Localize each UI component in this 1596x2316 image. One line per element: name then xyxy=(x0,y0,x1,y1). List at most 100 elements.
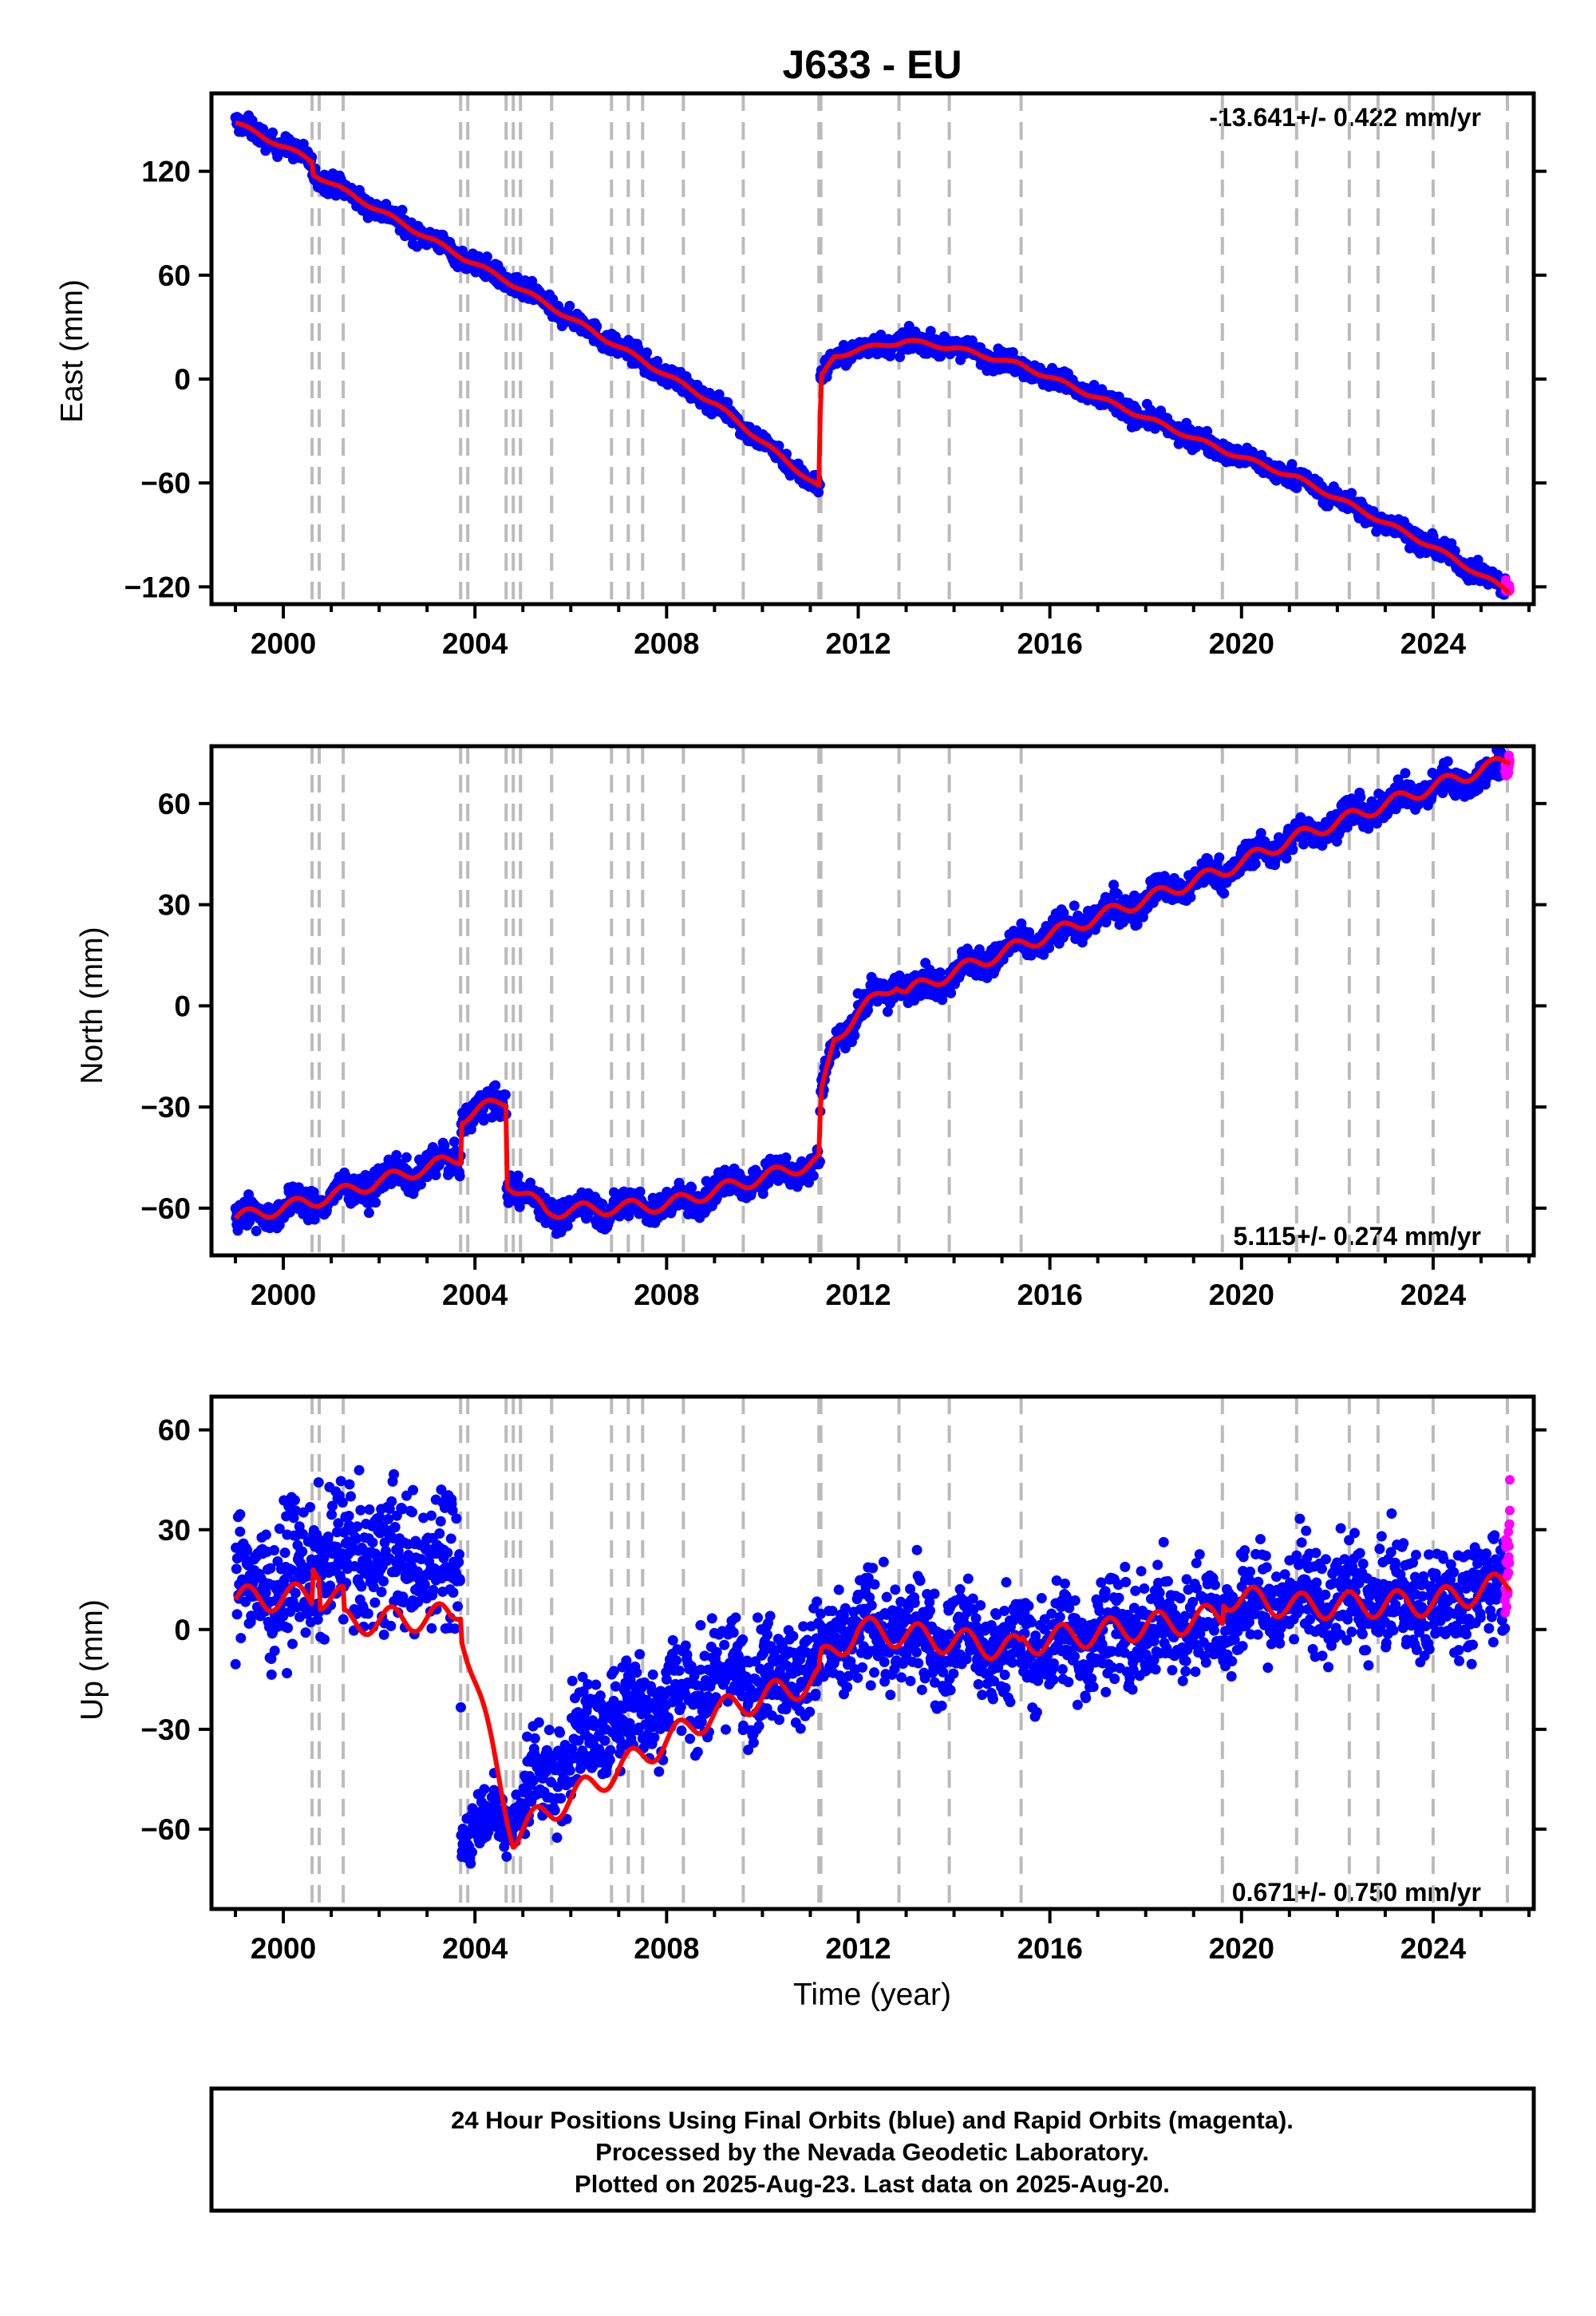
final-orbit-point xyxy=(1069,900,1080,911)
final-orbit-point xyxy=(376,1587,387,1598)
final-orbit-point xyxy=(1442,756,1453,767)
y-tick-label: −60 xyxy=(140,467,191,500)
final-orbit-point xyxy=(500,1089,511,1101)
up-final-points xyxy=(230,1464,1511,1869)
final-orbit-point xyxy=(231,1563,242,1575)
east-panel: East (mm) -13.641+/- 0.422 mm/yr xyxy=(55,103,1481,423)
footer-line: 24 Hour Positions Using Final Orbits (bl… xyxy=(451,2106,1294,2134)
y-tick-label: 30 xyxy=(158,889,191,922)
y-tick-label: 0 xyxy=(174,363,191,396)
final-orbit-point xyxy=(286,1638,298,1650)
east-final-points xyxy=(230,110,1511,600)
east-plot-area xyxy=(230,93,1515,604)
final-orbit-point xyxy=(370,1197,381,1208)
final-orbit-point xyxy=(300,1627,311,1638)
final-orbit-point xyxy=(367,1537,378,1548)
east-y-axis-label: East (mm) xyxy=(55,279,89,423)
up-y-axis-label: Up (mm) xyxy=(75,1599,109,1721)
y-tick-label: −60 xyxy=(140,1192,191,1225)
final-orbit-point xyxy=(1298,839,1310,850)
north-y-axis-label: North (mm) xyxy=(75,927,109,1084)
final-orbit-point xyxy=(1214,852,1225,863)
final-orbit-point xyxy=(722,397,733,408)
x-tick-label: 2008 xyxy=(634,1279,699,1311)
final-orbit-point xyxy=(363,1207,374,1219)
x-tick-label: 2004 xyxy=(442,1279,508,1311)
final-orbit-point xyxy=(389,1522,401,1533)
y-tick-label: 120 xyxy=(141,156,191,188)
y-tick-label: 0 xyxy=(174,990,191,1022)
final-orbit-point xyxy=(305,1501,316,1512)
final-orbit-point xyxy=(597,1198,608,1209)
final-orbit-point xyxy=(235,1508,246,1520)
final-orbit-point xyxy=(925,326,936,337)
final-orbit-point xyxy=(282,1622,294,1634)
x-tick-label: 2000 xyxy=(251,1279,316,1311)
final-orbit-point xyxy=(397,204,408,215)
final-orbit-point xyxy=(808,1170,819,1181)
final-orbit-point xyxy=(235,1526,246,1537)
final-orbit-point xyxy=(385,1620,397,1631)
x-axis-label: Time (year) xyxy=(793,1978,951,2012)
x-tick-label: 2016 xyxy=(1017,627,1082,660)
east-axes-frame xyxy=(209,91,1536,607)
final-orbit-point xyxy=(313,1476,324,1488)
final-orbit-point xyxy=(355,1504,366,1516)
y-tick-label: −120 xyxy=(124,571,191,603)
y-tick-label: −30 xyxy=(140,1091,191,1124)
final-orbit-point xyxy=(251,1226,262,1237)
north-plot-area xyxy=(230,744,1515,1255)
east-rate-label: -13.641+/- 0.422 mm/yr xyxy=(1209,103,1481,132)
final-orbit-point xyxy=(1400,768,1411,779)
final-orbit-point xyxy=(448,1136,460,1148)
east-model-line xyxy=(234,120,1511,595)
final-orbit-point xyxy=(346,1491,357,1502)
final-orbit-point xyxy=(260,1529,271,1540)
final-orbit-point xyxy=(652,355,663,366)
final-orbit-point xyxy=(1286,459,1298,470)
x-tick-label: 2000 xyxy=(251,627,316,660)
final-orbit-point xyxy=(297,1546,308,1557)
final-orbit-point xyxy=(322,1531,334,1543)
x-tick-label: 2004 xyxy=(442,627,508,660)
final-orbit-point xyxy=(290,1587,301,1599)
final-orbit-point xyxy=(1281,852,1292,864)
x-tick-label: 2008 xyxy=(634,627,699,660)
footer-box: 24 Hour Positions Using Final Orbits (bl… xyxy=(209,2086,1536,2213)
final-orbit-point xyxy=(235,1633,247,1644)
final-orbit-point xyxy=(634,1186,646,1197)
x-tick-label: 2024 xyxy=(1400,627,1467,660)
x-tick-label: 2020 xyxy=(1209,627,1274,660)
chart-title: J633 - EU xyxy=(782,42,962,87)
final-orbit-point xyxy=(512,1170,523,1181)
final-orbit-point xyxy=(369,1597,381,1608)
final-orbit-point xyxy=(642,347,653,358)
final-orbit-point xyxy=(269,1545,280,1556)
x-tick-label: 2016 xyxy=(1017,1279,1082,1311)
footer-line: Plotted on 2025-Aug-23. Last data on 202… xyxy=(575,2170,1170,2198)
final-orbit-point xyxy=(319,1634,330,1645)
final-orbit-point xyxy=(401,1152,412,1163)
final-orbit-point xyxy=(378,1629,389,1640)
final-orbit-point xyxy=(389,1468,400,1480)
final-orbit-point xyxy=(454,1171,465,1182)
final-orbit-point xyxy=(231,1609,243,1620)
final-orbit-point xyxy=(344,1479,355,1490)
final-orbit-point xyxy=(260,1587,271,1599)
final-orbit-point xyxy=(1287,844,1298,856)
final-orbit-point xyxy=(564,300,575,311)
up-plot-area xyxy=(230,1397,1515,1909)
footer-line: Processed by the Nevada Geodetic Laborat… xyxy=(595,2138,1149,2166)
y-tick-label: 60 xyxy=(158,788,191,820)
final-orbit-point xyxy=(1449,545,1460,556)
final-orbit-point xyxy=(946,987,957,998)
final-orbit-point xyxy=(490,1080,501,1091)
x-tick-label: 2020 xyxy=(1209,1279,1274,1311)
x-tick-label: 2024 xyxy=(1400,1279,1467,1311)
final-orbit-point xyxy=(279,1547,290,1559)
final-orbit-point xyxy=(378,1575,389,1587)
final-orbit-point xyxy=(362,1608,373,1619)
final-orbit-point xyxy=(1355,792,1366,803)
final-orbit-point xyxy=(1202,425,1213,437)
final-orbit-point xyxy=(713,389,725,400)
